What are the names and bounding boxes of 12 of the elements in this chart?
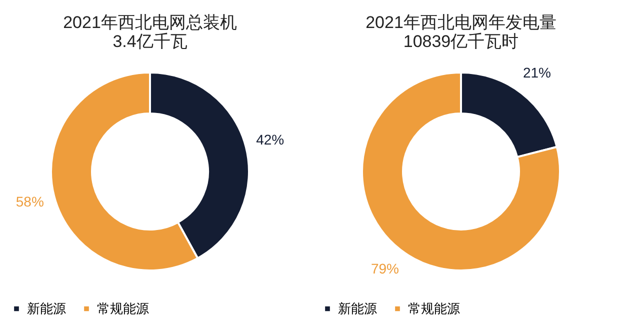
data-label: 58% [16, 193, 44, 210]
data-label: 42% [256, 132, 284, 148]
data-label: 79% [370, 260, 400, 276]
legend-label: 常规能源 [408, 300, 460, 316]
chart-title: 2021年西北电网总装机 [63, 13, 237, 32]
chart-title: 2021年西北电网年发电量 [366, 13, 556, 32]
data-label: 21% [522, 64, 552, 81]
chart-subtitle: 10839亿千瓦时 [403, 32, 519, 51]
legend-label: 常规能源 [97, 300, 149, 316]
legend-label: 新能源 [338, 300, 377, 316]
chart-subtitle: 3.4亿千瓦 [112, 32, 188, 51]
legend-label: 新能源 [27, 300, 66, 316]
